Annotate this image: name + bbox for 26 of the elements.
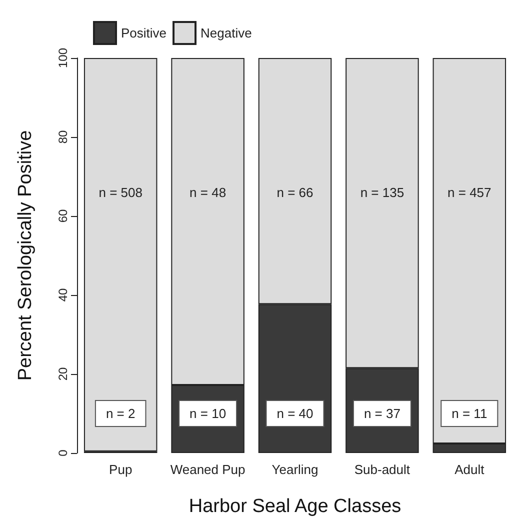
legend-label: Negative bbox=[200, 26, 252, 40]
annotation: n = 508 bbox=[98, 184, 142, 200]
annotation: n = 2 bbox=[106, 406, 136, 421]
x-tick-label: Adult bbox=[454, 462, 485, 477]
y-axis-title: Percent Serologically Positive bbox=[15, 130, 36, 381]
annotation: n = 135 bbox=[360, 184, 404, 200]
annotation: n = 48 bbox=[190, 184, 226, 200]
annotation: n = 11 bbox=[452, 406, 488, 421]
annotation: n = 66 bbox=[276, 184, 314, 200]
y-tick-label: 60 bbox=[56, 209, 70, 223]
y-tick-label: 100 bbox=[56, 48, 70, 68]
legend-label: Positive bbox=[121, 26, 167, 40]
y-tick-label: 0 bbox=[56, 449, 70, 456]
x-tick-label: Weaned Pup bbox=[170, 462, 246, 477]
x-tick-label: Yearling bbox=[272, 462, 318, 477]
y-tick-label: 20 bbox=[56, 367, 70, 381]
y-tick-label: 80 bbox=[56, 130, 70, 144]
annotation: n = 40 bbox=[276, 406, 314, 421]
bar bbox=[84, 58, 158, 452]
x-tick-label: Sub-adult bbox=[354, 462, 410, 477]
x-axis-title: Harbor Seal Age Classes bbox=[188, 496, 402, 517]
annotation: n = 37 bbox=[364, 406, 400, 421]
x-tick-label: Pup bbox=[109, 462, 132, 477]
annotation: n = 457 bbox=[448, 184, 492, 200]
annotation: n = 10 bbox=[190, 406, 226, 421]
y-tick-label: 40 bbox=[56, 288, 70, 302]
